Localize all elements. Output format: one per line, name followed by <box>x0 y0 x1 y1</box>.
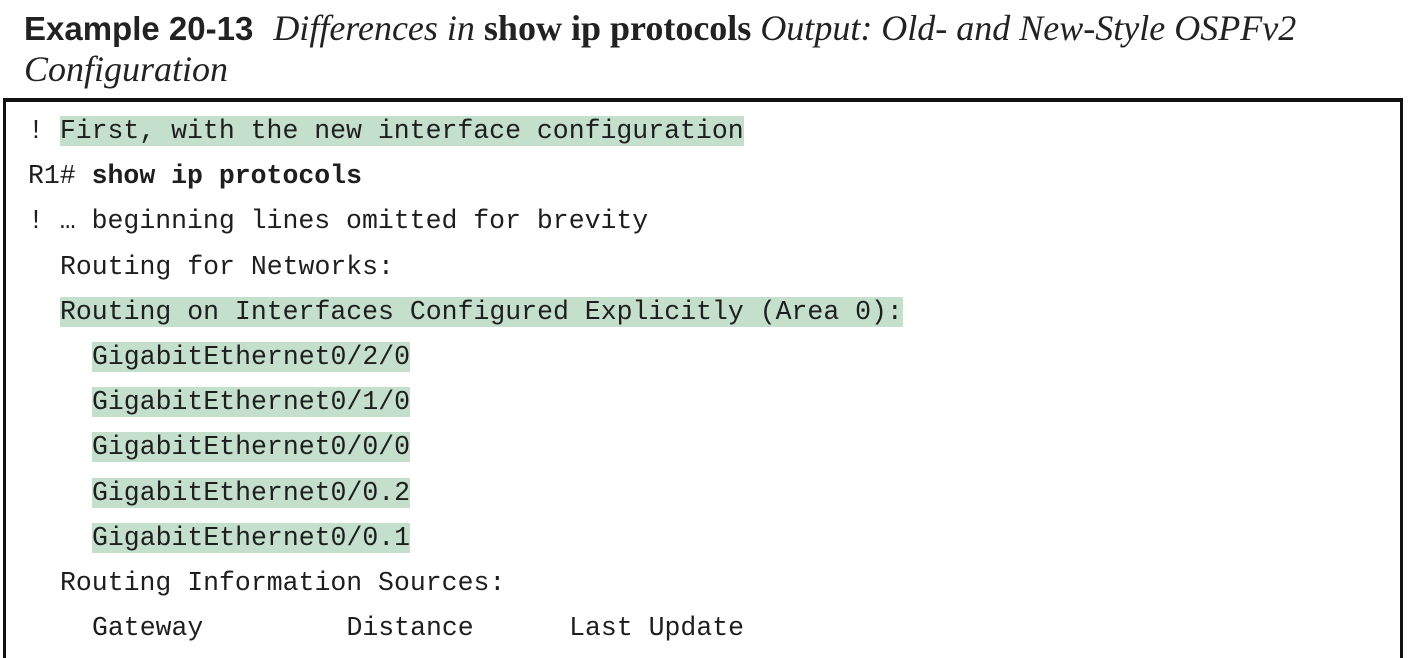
example-label: Example 20-13 <box>24 10 254 47</box>
code-line-omitted: ! … beginning lines omitted for brevity <box>28 206 649 237</box>
comment-bang: ! <box>28 116 60 146</box>
code-line-interface: GigabitEthernet0/1/0 <box>28 386 903 431</box>
code-line-command: R1# show ip protocols <box>28 160 903 205</box>
column-gateway: Gateway <box>92 613 204 644</box>
code-lines: ! First, with the new interface configur… <box>28 115 903 657</box>
code-line-interface: GigabitEthernet0/0/0 <box>28 431 903 476</box>
code-line-routing-interfaces: Routing on Interfaces Configured Explici… <box>28 296 903 341</box>
highlight-interface: GigabitEthernet0/1/0 <box>92 387 411 418</box>
column-last-update: Last Update <box>569 613 745 644</box>
highlight-interface: GigabitEthernet0/0.2 <box>92 477 411 508</box>
caption-text-part3: Output: Old- and New-Style OSPFv2 Config… <box>24 8 1297 89</box>
code-line-routing-networks: Routing for Networks: <box>60 251 394 282</box>
command-text: show ip protocols <box>91 161 362 192</box>
code-line-interface: GigabitEthernet0/0.2 <box>28 477 903 522</box>
code-listing-box: ! First, with the new interface configur… <box>3 98 1403 658</box>
highlight-interface: GigabitEthernet0/2/0 <box>92 341 411 372</box>
highlight-interface: GigabitEthernet0/0.1 <box>92 522 411 553</box>
highlight-routing-interfaces: Routing on Interfaces Configured Explici… <box>60 296 903 327</box>
caption-command-text: show ip protocols <box>483 8 752 48</box>
highlight-interface: GigabitEthernet0/0/0 <box>92 432 411 463</box>
code-line-column-headers: Gateway Distance Last Update <box>28 612 903 657</box>
router-prompt: R1# <box>28 161 92 192</box>
code-line-interface: GigabitEthernet0/2/0 <box>28 341 903 386</box>
caption-text-part1: Differences in <box>273 8 475 48</box>
code-line-interface: GigabitEthernet0/0.1 <box>28 522 903 567</box>
code-line-info-sources: Routing Information Sources: <box>60 567 506 598</box>
example-caption: Example 20-13 Differences in show ip prot… <box>24 8 1394 90</box>
highlight-comment-first: First, with the new interface configurat… <box>59 116 744 146</box>
code-line-comment-first: ! First, with the new interface configur… <box>28 115 903 160</box>
column-distance: Distance <box>346 613 474 644</box>
